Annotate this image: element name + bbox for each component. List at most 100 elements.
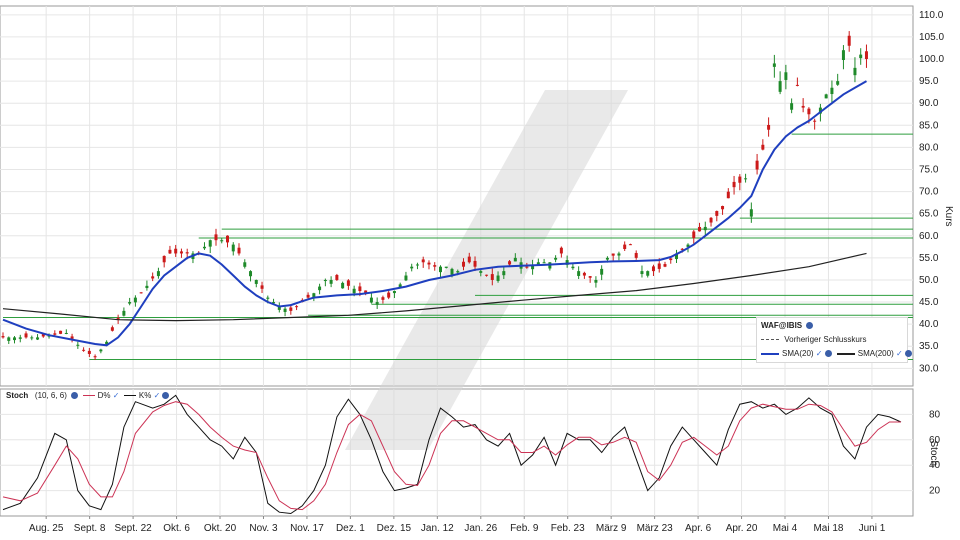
candle-body — [179, 251, 183, 254]
candle-body — [605, 257, 609, 260]
candle-body — [410, 266, 414, 269]
candle-body — [640, 271, 644, 275]
price-y-tick-label: 50.0 — [919, 275, 939, 286]
x-tick-label: Sept. 8 — [74, 523, 106, 534]
sma20-gear-icon[interactable] — [824, 350, 832, 357]
candle-body — [784, 72, 788, 80]
candle-body — [767, 124, 771, 130]
candle-body — [289, 307, 293, 311]
stoch-y-tick-label: 60 — [929, 435, 941, 446]
x-tick-label: Sept. 22 — [114, 523, 152, 534]
candle-body — [323, 279, 327, 282]
candle-body — [93, 356, 97, 358]
candle-body — [508, 261, 512, 265]
candle-body — [272, 302, 276, 304]
sma20-check-icon[interactable]: ✓ — [815, 349, 823, 358]
candle-body — [830, 87, 834, 95]
candle-body — [801, 105, 805, 108]
candle-body — [536, 262, 540, 265]
x-tick-label: Juni 1 — [859, 523, 886, 534]
x-tick-label: Apr. 20 — [726, 523, 758, 534]
legend-title: WAF@IBIS — [761, 321, 803, 330]
candle-body — [24, 333, 28, 338]
x-tick-label: Mai 4 — [773, 523, 798, 534]
legend-sma20: SMA(20) — [782, 349, 814, 358]
candle-body — [755, 160, 759, 170]
price-y-axis-title: Kurs — [943, 206, 954, 227]
stoch-y-axis-title: Stoch — [928, 441, 939, 467]
candle-body — [398, 284, 402, 288]
sma20-swatch — [761, 352, 779, 355]
x-tick-label: März 9 — [596, 523, 627, 534]
stoch-k-label: K% — [138, 391, 152, 400]
price-y-tick-label: 100.0 — [919, 54, 944, 65]
candle-body — [381, 297, 385, 300]
candle-body — [565, 260, 569, 265]
price-y-tick-label: 105.0 — [919, 32, 944, 43]
candle-body — [243, 262, 247, 267]
sma200-check-icon[interactable]: ✓ — [895, 349, 903, 358]
candle-body — [588, 276, 592, 278]
candle-body — [82, 349, 86, 351]
candle-body — [663, 264, 667, 267]
candle-body — [1, 336, 5, 338]
candle-body — [646, 271, 650, 276]
candle-body — [110, 327, 114, 331]
stoch-line-k — [2, 394, 902, 515]
candle-body — [392, 291, 396, 294]
candle-body — [542, 262, 546, 264]
candle-body — [295, 306, 299, 308]
candle-body — [99, 349, 103, 352]
candle-body — [841, 50, 845, 61]
settings-gear-icon[interactable] — [806, 322, 814, 329]
sma200-gear-icon[interactable] — [904, 350, 912, 357]
candle-body — [415, 264, 419, 266]
d-check-icon[interactable]: ✓ — [112, 391, 120, 400]
candle-body — [13, 337, 17, 341]
candle-body — [709, 217, 713, 223]
candle-body — [220, 240, 224, 242]
x-tick-label: Nov. 3 — [249, 523, 278, 534]
legend-prev-close-row: Vorheriger Schlusskurs — [761, 335, 867, 344]
candle-body — [64, 332, 68, 334]
candle-body — [254, 279, 258, 284]
candle-body — [726, 191, 730, 199]
price-legend: WAF@IBIS Vorheriger Schlusskurs SMA(20) … — [756, 317, 912, 363]
candle-body — [260, 285, 264, 289]
candle-body — [444, 266, 448, 268]
candle-body — [479, 271, 483, 273]
candle-body — [513, 257, 517, 262]
candle-body — [571, 266, 575, 269]
k-check-icon[interactable]: ✓ — [153, 391, 161, 400]
candle-body — [790, 103, 794, 110]
candle-body — [145, 285, 149, 289]
price-y-tick-label: 60.0 — [919, 231, 939, 242]
x-tick-label: Nov. 17 — [290, 523, 324, 534]
candle-body — [807, 108, 811, 115]
candle-body — [813, 120, 817, 122]
legend-sma-row: SMA(20) ✓ SMA(200) ✓ — [761, 349, 912, 358]
candle-body — [352, 288, 356, 294]
stoch-line-d — [2, 401, 901, 511]
legend-title-row: WAF@IBIS — [761, 321, 814, 330]
candle-body — [715, 211, 719, 216]
x-tick-label: Okt. 20 — [204, 523, 237, 534]
stoch-gear-icon[interactable] — [71, 392, 79, 399]
candle-body — [185, 252, 189, 254]
stoch-label: Stoch — [6, 391, 29, 400]
line-sma200 — [2, 252, 867, 322]
candle-body — [859, 54, 863, 59]
candle-body — [306, 294, 310, 298]
candle-body — [686, 244, 690, 247]
candle-body — [156, 271, 160, 277]
candle-body — [36, 337, 40, 340]
x-tick-label: Aug. 25 — [29, 523, 64, 534]
candle-body — [318, 286, 322, 291]
candle-body — [249, 271, 253, 277]
price-y-tick-label: 45.0 — [919, 297, 939, 308]
candle-body — [485, 274, 489, 276]
candle-body — [744, 178, 748, 180]
candle-body — [70, 336, 74, 339]
k-gear-icon[interactable] — [162, 392, 170, 399]
legend-sma200: SMA(200) — [857, 349, 894, 358]
